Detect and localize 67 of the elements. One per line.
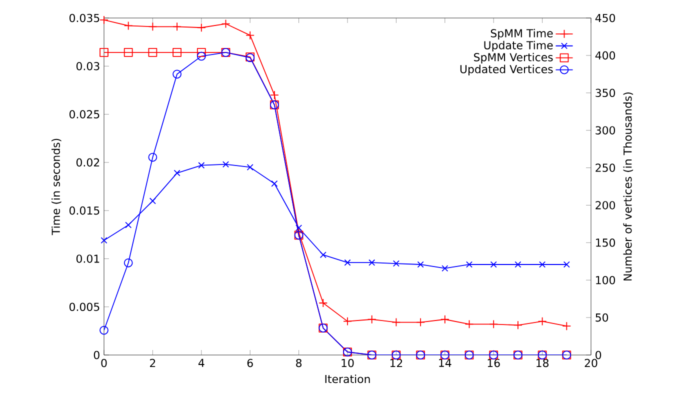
- point: [490, 261, 497, 268]
- point: [100, 48, 108, 57]
- point: [124, 258, 133, 268]
- x-tick-label: 18: [536, 358, 549, 368]
- point: [320, 252, 326, 258]
- point: [514, 261, 522, 268]
- y2-tick-label: 0: [596, 350, 602, 360]
- y2-tick-label: 250: [596, 164, 616, 172]
- point: [442, 265, 448, 272]
- point: [296, 224, 302, 232]
- y2-tick-label: 50: [596, 313, 608, 322]
- y2-tick-label: 350: [596, 88, 616, 98]
- point: [344, 259, 351, 266]
- y-tick-label: 0.015: [69, 206, 100, 215]
- legend-label: Update Time: [484, 40, 553, 52]
- y-axis-title: Time (in seconds): [52, 138, 62, 236]
- y-tick-label: 0.01: [76, 254, 100, 263]
- point: [148, 48, 158, 57]
- point: [392, 260, 400, 267]
- x-tick-label: 20: [584, 358, 598, 368]
- point: [174, 170, 180, 176]
- x-tick-label: 12: [390, 358, 402, 367]
- y-tick-label: 0: [94, 350, 100, 360]
- x-tick-label: 8: [296, 358, 302, 368]
- legend-label: SpMM Vertices: [474, 52, 553, 64]
- point: [222, 161, 230, 168]
- x-tick-label: 0: [101, 358, 107, 368]
- y-tick-label: 0.005: [69, 302, 100, 311]
- y2-tick-label: 450: [595, 14, 616, 22]
- point: [172, 70, 182, 79]
- point: [246, 30, 255, 40]
- point: [100, 326, 108, 335]
- y-tick-label: 0.025: [69, 110, 100, 118]
- point: [172, 48, 182, 57]
- point: [148, 152, 158, 162]
- y2-tick-label: 300: [596, 126, 616, 134]
- y2-tick-label: 150: [596, 238, 616, 247]
- point: [271, 180, 278, 187]
- point: [368, 259, 376, 266]
- point: [124, 48, 133, 57]
- point: [466, 261, 473, 268]
- x-tick-label: 6: [247, 358, 253, 368]
- point: [198, 162, 205, 169]
- y2-tick-label: 200: [596, 201, 616, 210]
- point: [100, 237, 108, 244]
- y2-tick-label: 400: [595, 51, 616, 60]
- x-tick-label: 14: [439, 358, 452, 367]
- point: [417, 261, 424, 268]
- point: [246, 164, 254, 171]
- point: [539, 261, 546, 268]
- legend-label: Updated Vertices: [460, 64, 553, 76]
- point: [149, 198, 156, 204]
- x-tick-label: 10: [342, 358, 354, 368]
- y2-tick-label: 100: [596, 276, 616, 284]
- y-tick-label: 0.02: [76, 158, 100, 167]
- point: [196, 52, 206, 61]
- legend-label: SpMM Time: [490, 28, 553, 40]
- point: [196, 48, 206, 57]
- y2-axis-title: Number of vertices (in Thousands): [623, 92, 634, 280]
- x-tick-label: 16: [488, 358, 500, 368]
- y-tick-label: 0.03: [76, 62, 100, 70]
- x-tick-label: 2: [150, 358, 156, 367]
- point: [125, 222, 132, 228]
- x-tick-label: 4: [198, 358, 204, 367]
- x-axis-title: Iteration: [325, 374, 370, 384]
- y-tick-label: 0.035: [69, 14, 100, 22]
- point: [563, 261, 570, 268]
